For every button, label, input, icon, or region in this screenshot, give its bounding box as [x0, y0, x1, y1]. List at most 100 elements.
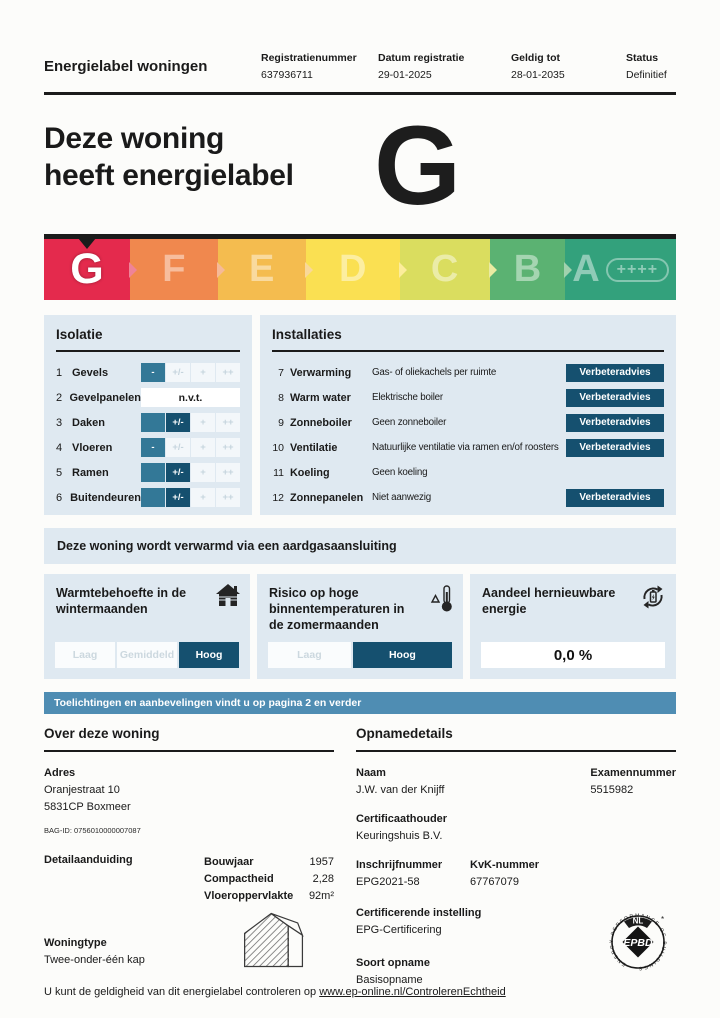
card-hernieuwbaar-title: Aandeel hernieuwbare energie	[482, 586, 616, 616]
installaties-row-number: 8	[278, 391, 284, 404]
installaties-panel: Installaties 7 Verwarming Gas- of oliekach…	[260, 315, 676, 515]
current-label-pointer	[78, 238, 96, 249]
kvk-nummer-value: 67767079	[470, 876, 519, 888]
rating-box-nvt: n.v.t.	[141, 388, 240, 407]
header-meta-2: Geldig tot 28-01-2035	[511, 50, 626, 84]
woningtype-pictogram	[238, 906, 310, 979]
installaties-rows: 7 Verwarming Gas- of oliekachels per ruimt…	[272, 363, 664, 507]
installaties-divider	[272, 350, 664, 352]
meta-label-2: Geldig tot	[511, 52, 560, 64]
segment-chevron-icon	[304, 261, 313, 278]
rating-box-2: +	[191, 438, 215, 457]
fact-label: Compactheid	[204, 873, 274, 885]
meta-label-0: Registratienummer	[261, 52, 357, 64]
meta-label-1: Datum registratie	[378, 52, 465, 64]
naam-value: J.W. van der Knijff	[356, 784, 445, 796]
fact-value: 2,28	[312, 873, 334, 885]
option-laag: Laag	[55, 642, 115, 668]
epbd-stamp: ENERGY PERFORMANCE OF BUILDINGS NL EPBD …	[606, 910, 670, 979]
installaties-row-verwarming: 7 Verwarming Gas- of oliekachels per ruimt…	[272, 363, 664, 382]
isolatie-row-number: 2	[56, 391, 63, 404]
isolatie-row-label: Gevelpanelen	[69, 391, 141, 404]
installaties-row-label: Koeling	[290, 466, 330, 479]
stamp-nl-text: NL	[633, 917, 644, 926]
isolatie-row-gevelpanelen: 2 Gevelpanelen n.v.t.	[56, 388, 240, 407]
isolatie-row-daken: 3 Daken +/- + ++	[56, 413, 240, 432]
segment-letter-f: F	[162, 248, 186, 290]
isolatie-row-number: 4	[56, 441, 63, 454]
header-meta: Registratienummer 637936711 Datum registra…	[261, 50, 676, 84]
isolatie-row-rating: +/- + ++	[141, 488, 240, 507]
document-title: Energielabel woningen	[44, 58, 208, 75]
option-gemiddeld: Gemiddeld	[117, 642, 177, 668]
installaties-row-label: Warm water	[290, 391, 351, 404]
isolatie-row-number: 5	[56, 466, 63, 479]
segment-letter-c: C	[430, 248, 459, 290]
header-meta-0: Registratienummer 637936711	[261, 50, 378, 84]
installaties-row-warm-water: 8 Warm water Elektrische boiler Verbeteradv…	[272, 388, 664, 407]
soort-opname-label: Soort opname	[356, 957, 430, 969]
renewable-share-value: 0,0 %	[481, 642, 665, 668]
rating-box-0	[141, 413, 165, 432]
rating-box-2: +	[191, 363, 215, 382]
fact-value: 92m²	[308, 890, 334, 902]
a-plus-pill: ++++	[605, 257, 670, 282]
segment-letter-g: G	[70, 245, 104, 293]
scale-segment-e: E	[216, 239, 306, 300]
fact-label: Bouwjaar	[204, 856, 254, 868]
soort-opname-value: Basisopname	[356, 974, 423, 986]
rating-box-2: +	[191, 463, 215, 482]
woningtype-value: Twee-onder-één kap	[44, 954, 145, 966]
adres-line1: Oranjestraat 10	[44, 784, 120, 796]
isolatie-row-rating: +/- + ++	[141, 413, 240, 432]
scale-segment-g: G	[44, 239, 130, 300]
rating-box-3: ++	[216, 488, 240, 507]
header-meta-3: Status Definitief	[626, 50, 676, 84]
segment-chevron-icon	[398, 261, 407, 278]
hero-heading: Deze woning heeft energielabel	[44, 120, 676, 194]
examennummer-value: 5515982	[590, 784, 634, 796]
option-hoog: Hoog	[352, 642, 452, 668]
certificaathouder-value: Keuringshuis B.V.	[356, 830, 443, 842]
section-underline-right	[356, 750, 676, 752]
isolatie-row-vloeren: 4 Vloeren - +/- + ++	[56, 438, 240, 457]
isolatie-row-buitendeuren: 6 Buitendeuren +/- + ++	[56, 488, 240, 507]
isolatie-row-number: 6	[56, 491, 63, 504]
opnamedetails-section: Opnamedetails Naam J.W. van der Knijff E…	[356, 726, 676, 989]
verbeteradvies-button[interactable]: Verbeteradvies	[566, 413, 664, 432]
inschrijfnummer-value: EPG2021-58	[356, 876, 420, 888]
card-risico-title: Risico op hoge binnentemperaturen in de …	[269, 586, 405, 632]
verbeteradvies-button[interactable]: Verbeteradvies	[566, 438, 664, 457]
header-rule	[44, 92, 676, 95]
isolatie-row-label: Daken	[72, 416, 106, 429]
scale-segment-a: A ++++	[564, 239, 676, 300]
meta-value-1: 29-01-2025	[378, 69, 432, 81]
rating-box-1: +/-	[166, 363, 190, 382]
verbeteradvies-button[interactable]: Verbeteradvies	[566, 388, 664, 407]
installaties-row-zonneboiler: 9 Zonneboiler Geen zonneboiler Verbeteradvi…	[272, 413, 664, 432]
meta-value-3: Definitief	[626, 69, 667, 81]
rating-box-1: +/-	[166, 413, 190, 432]
isolatie-row-rating: n.v.t.	[141, 388, 240, 407]
installaties-row-label: Zonnepanelen	[290, 491, 364, 504]
section-underline-left	[44, 750, 334, 752]
heating-banner: Deze woning wordt verwarmd via een aardg…	[44, 528, 676, 564]
installaties-row-value: Geen zonneboiler	[372, 417, 447, 428]
footer-link[interactable]: www.ep-online.nl/ControlerenEchtheid	[319, 986, 506, 998]
verbeteradvies-button[interactable]: Verbeteradvies	[566, 363, 664, 382]
fact-label: Vloeroppervlakte	[204, 890, 294, 902]
rating-box-1: +/-	[166, 488, 190, 507]
woning-facts: Bouwjaar 1957 Compactheid 2,28 Vloeroppervla…	[204, 854, 334, 905]
meta-value-0: 637936711	[261, 69, 313, 81]
rating-box-0	[141, 488, 165, 507]
certificerende-instelling-label: Certificerende instelling	[356, 907, 482, 919]
rating-box-1: +/-	[166, 463, 190, 482]
segment-chevron-icon	[128, 261, 137, 278]
installaties-row-number: 12	[272, 491, 284, 504]
card-0-options: Laag Gemiddeld Hoog	[55, 642, 239, 668]
hero-section: Deze woning heeft energielabel G	[44, 109, 676, 221]
rating-box-3: ++	[216, 363, 240, 382]
segment-letter-d: D	[338, 248, 367, 290]
verbeteradvies-button[interactable]: Verbeteradvies	[566, 488, 664, 507]
energy-scale: G F E D C B A ++++	[44, 234, 676, 300]
